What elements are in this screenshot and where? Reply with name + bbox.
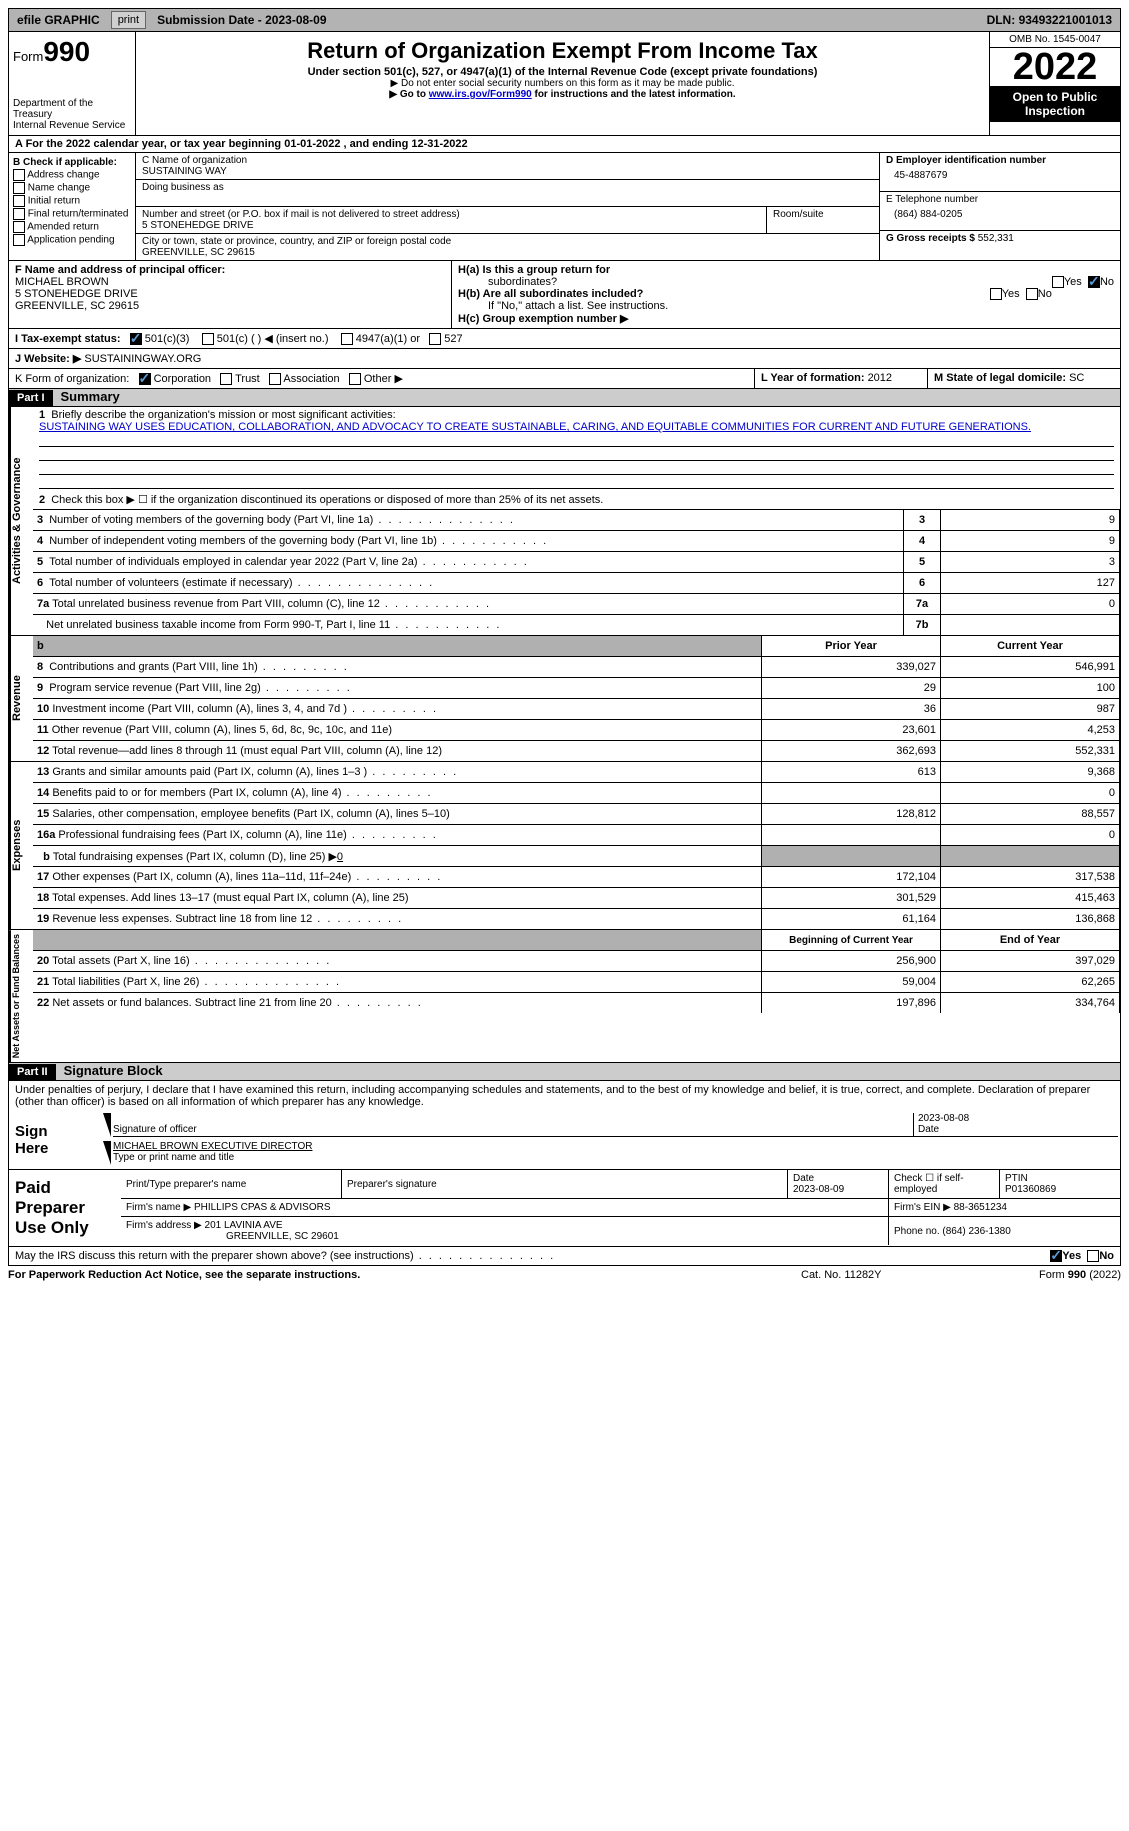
net-assets-table: Beginning of Current YearEnd of Year 20 …	[33, 930, 1120, 1013]
open-to-public: Open to Public Inspection	[990, 86, 1120, 122]
chk-final[interactable]: Final return/terminated	[13, 208, 131, 220]
street-cell: Number and street (or P.O. box if mail i…	[136, 207, 767, 234]
top-toolbar: efile GRAPHIC print Submission Date - 20…	[8, 8, 1121, 32]
part-1-header: Part ISummary	[8, 389, 1121, 407]
expenses-table: 13 Grants and similar amounts paid (Part…	[33, 762, 1120, 929]
preparer-date: Date2023-08-09	[788, 1170, 889, 1199]
paid-preparer-label: PaidPreparerUse Only	[9, 1170, 121, 1246]
expenses-section: Expenses 13 Grants and similar amounts p…	[8, 762, 1121, 930]
irs-link[interactable]: www.irs.gov/Form990	[429, 89, 532, 100]
chk-pending[interactable]: Application pending	[13, 234, 131, 246]
chk-amended[interactable]: Amended return	[13, 221, 131, 233]
form-number: Form990	[13, 36, 131, 68]
tab-revenue: Revenue	[9, 636, 33, 761]
efile-label: efile GRAPHIC	[9, 10, 108, 30]
col-b-header: B Check if applicable:	[13, 157, 131, 168]
sig-date: 2023-08-08	[918, 1113, 969, 1124]
form-note-1: ▶ Do not enter social security numbers o…	[140, 78, 985, 89]
ein-cell: D Employer identification number 45-4887…	[880, 153, 1120, 192]
self-employed-check[interactable]: Check ☐ if self-employed	[889, 1170, 1000, 1199]
activities-governance: Activities & Governance 1 Briefly descri…	[8, 407, 1121, 636]
phone-cell: E Telephone number (864) 884-0205	[880, 192, 1120, 231]
ha-row: H(a) Is this a group return for subordin…	[458, 264, 1114, 288]
officer-name: MICHAEL BROWN	[15, 276, 445, 288]
revenue-section: Revenue bPrior YearCurrent Year 8 Contri…	[8, 636, 1121, 762]
form-title: Return of Organization Exempt From Incom…	[140, 38, 985, 64]
tab-net-assets: Net Assets or Fund Balances	[9, 930, 33, 1062]
hb-row: H(b) Are all subordinates included? Yes …	[458, 288, 1114, 312]
sign-here-block: SignHere Signature of officer 2023-08-08…	[8, 1111, 1121, 1170]
revenue-table: bPrior YearCurrent Year 8 Contributions …	[33, 636, 1120, 761]
preparer-sig: Preparer's signature	[342, 1170, 788, 1199]
page-footer: For Paperwork Reduction Act Notice, see …	[8, 1266, 1121, 1284]
chk-address[interactable]: Address change	[13, 169, 131, 181]
officer-name-title: MICHAEL BROWN EXECUTIVE DIRECTOR	[113, 1141, 312, 1152]
city-cell: City or town, state or province, country…	[136, 234, 879, 260]
pra-notice: For Paperwork Reduction Act Notice, see …	[8, 1269, 801, 1281]
chk-initial[interactable]: Initial return	[13, 195, 131, 207]
room-cell: Room/suite	[767, 207, 879, 234]
part-2-header: Part IISignature Block	[8, 1063, 1121, 1081]
entity-block: B Check if applicable: Address change Na…	[8, 153, 1121, 261]
firm-name: Firm's name ▶ PHILLIPS CPAS & ADVISORS	[121, 1199, 889, 1217]
arrow-icon	[103, 1113, 111, 1137]
hc-row: H(c) Group exemption number ▶	[458, 312, 1114, 325]
firm-address: Firm's address ▶ 201 LAVINIA AVEGREENVIL…	[121, 1217, 889, 1246]
tab-expenses: Expenses	[9, 762, 33, 929]
firm-ein: Firm's EIN ▶ 88-3651234	[889, 1199, 1121, 1217]
officer-addr2: GREENVILLE, SC 29615	[15, 300, 445, 312]
tax-year: 2022	[990, 48, 1120, 86]
form-note-2: ▶ Go to www.irs.gov/Form990 for instruct…	[140, 89, 985, 100]
gross-cell: G Gross receipts $ 552,331	[880, 231, 1120, 246]
irs-label: Internal Revenue Service	[13, 120, 131, 131]
sig-officer-label: Signature of officer	[113, 1124, 197, 1135]
year-formation: L Year of formation: 2012	[755, 369, 928, 388]
line-2: Check this box ▶ ☐ if the organization d…	[51, 494, 603, 506]
governance-table: 3 Number of voting members of the govern…	[33, 509, 1120, 635]
form-header: Form990 Department of the Treasury Inter…	[8, 32, 1121, 136]
dept-treasury: Department of the Treasury	[13, 98, 131, 120]
row-a-tax-year: A For the 2022 calendar year, or tax yea…	[8, 136, 1121, 153]
officer-label: F Name and address of principal officer:	[15, 264, 445, 276]
tab-activities: Activities & Governance	[9, 407, 33, 635]
paid-preparer-block: PaidPreparerUse Only Print/Type preparer…	[8, 1170, 1121, 1247]
state-domicile: M State of legal domicile: SC	[928, 369, 1120, 388]
mission-text: SUSTAINING WAY USES EDUCATION, COLLABORA…	[39, 421, 1031, 433]
firm-phone: Phone no. (864) 236-1380	[889, 1217, 1121, 1246]
line-1-label: Briefly describe the organization's miss…	[51, 409, 395, 421]
officer-addr1: 5 STONEHEDGE DRIVE	[15, 288, 445, 300]
print-button[interactable]: print	[111, 11, 146, 29]
form-ref: Form 990 (2022)	[981, 1269, 1121, 1281]
form-subtitle: Under section 501(c), 527, or 4947(a)(1)…	[140, 66, 985, 78]
dln: DLN: 93493221001013	[979, 10, 1120, 30]
row-i-tax-status: I Tax-exempt status: 501(c)(3) 501(c) ( …	[8, 329, 1121, 349]
dba-cell: Doing business as	[136, 180, 879, 207]
org-name-cell: C Name of organizationSUSTAINING WAY	[136, 153, 879, 180]
row-j-website: J Website: ▶ SUSTAININGWAY.ORG	[8, 349, 1121, 369]
cat-no: Cat. No. 11282Y	[801, 1269, 981, 1281]
col-b-checkboxes: B Check if applicable: Address change Na…	[9, 153, 136, 260]
row-f-h: F Name and address of principal officer:…	[8, 261, 1121, 329]
submission-date: Submission Date - 2023-08-09	[149, 10, 334, 30]
sign-here-label: SignHere	[9, 1111, 101, 1169]
arrow-icon	[103, 1141, 111, 1165]
row-k-form-org: K Form of organization: Corporation Trus…	[8, 369, 1121, 389]
ptin: PTINP01360869	[1000, 1170, 1121, 1199]
net-assets-section: Net Assets or Fund Balances Beginning of…	[8, 930, 1121, 1063]
chk-name[interactable]: Name change	[13, 182, 131, 194]
perjury-declaration: Under penalties of perjury, I declare th…	[8, 1081, 1121, 1111]
preparer-name: Print/Type preparer's name	[121, 1170, 342, 1199]
may-irs-discuss: May the IRS discuss this return with the…	[8, 1247, 1121, 1266]
